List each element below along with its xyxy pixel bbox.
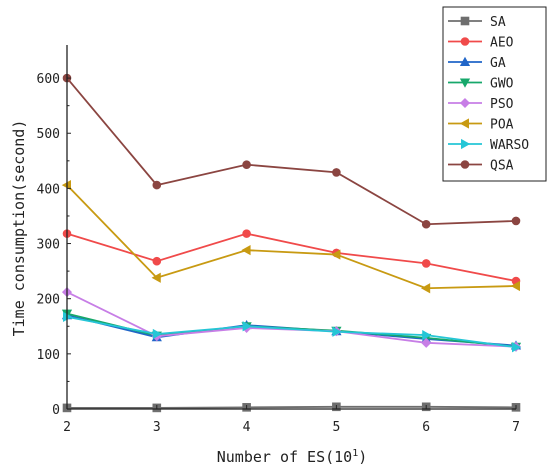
- y-tick-label: 500: [37, 127, 60, 142]
- data-point-warso: [512, 342, 522, 353]
- legend-marker-qsa: [460, 160, 470, 169]
- y-tick-label: 600: [37, 72, 60, 87]
- legend-marker-gwo: [459, 78, 471, 88]
- series-line-warso: [66, 316, 517, 349]
- data-point-warso: [332, 326, 342, 337]
- data-point-pso: [421, 337, 432, 348]
- data-point-warso: [152, 328, 163, 340]
- series-aeo: [62, 229, 521, 286]
- legend-label-aeo: AEO: [490, 36, 514, 51]
- data-point-warso: [242, 321, 252, 332]
- data-point-qsa: [152, 180, 162, 190]
- series-line-poa: [66, 184, 517, 290]
- x-axis-title: Number of ES(101): [217, 448, 368, 466]
- legend-label-pso: PSO: [490, 97, 514, 112]
- x-tick-label: 5: [332, 420, 340, 435]
- legend-marker-pso: [459, 97, 471, 109]
- y-tick-label: 200: [37, 293, 60, 308]
- legend-label-warso: WARSO: [490, 138, 529, 153]
- x-axis-title-end: ): [358, 448, 367, 466]
- legend: SA AEO GA GWO PSO POA WARSO QSA: [442, 6, 547, 182]
- series-line-sa: [67, 405, 517, 409]
- legend-marker-poa: [459, 118, 469, 129]
- legend-box: [442, 6, 547, 182]
- y-tick-label: 0: [52, 403, 60, 418]
- legend-label-poa: POA: [490, 118, 514, 133]
- data-point-qsa: [421, 219, 431, 229]
- legend-marker-warso: [461, 138, 471, 150]
- data-point-poa: [151, 272, 161, 283]
- data-point-poa: [420, 283, 431, 294]
- data-point-qsa: [242, 160, 251, 169]
- legend-marker-ga: [459, 56, 471, 66]
- data-point-poa: [331, 249, 341, 260]
- data-point-poa: [241, 245, 251, 256]
- y-tick-label: 400: [37, 182, 60, 197]
- x-tick-label: 4: [243, 420, 251, 435]
- x-axis-title-superscript: 1: [352, 448, 358, 459]
- axes: 2 3 4 5 6 7 0 100 200 300 400 500 600: [37, 45, 520, 435]
- x-tick-label: 2: [63, 420, 71, 435]
- series-sa: [62, 402, 521, 413]
- legend-label-gwo: GWO: [490, 77, 514, 92]
- data-point-warso: [422, 329, 432, 341]
- legend-label-ga: GA: [490, 56, 506, 71]
- data-point-aeo: [242, 229, 251, 238]
- y-axis-title: Time consumption(second): [10, 120, 28, 337]
- legend-label-qsa: QSA: [490, 159, 514, 174]
- series-qsa: [62, 73, 521, 229]
- series-poa: [61, 179, 520, 294]
- data-point-poa: [510, 280, 520, 292]
- data-point-qsa: [332, 168, 341, 177]
- data-point-aeo: [152, 256, 162, 266]
- y-tick-label: 100: [37, 348, 60, 363]
- data-point-aeo: [421, 259, 431, 268]
- data-point-qsa: [511, 216, 521, 226]
- x-tick-label: 6: [422, 420, 430, 435]
- series-line-qsa: [66, 77, 517, 226]
- legend-marker-sa: [460, 16, 470, 26]
- x-tick-label: 3: [153, 420, 161, 435]
- x-tick-label: 7: [512, 420, 520, 435]
- legend-marker-aeo: [460, 37, 470, 46]
- y-tick-label: 300: [37, 238, 60, 253]
- series-layer: [61, 73, 522, 413]
- legend-label-sa: SA: [490, 15, 506, 30]
- series-line-aeo: [66, 232, 517, 282]
